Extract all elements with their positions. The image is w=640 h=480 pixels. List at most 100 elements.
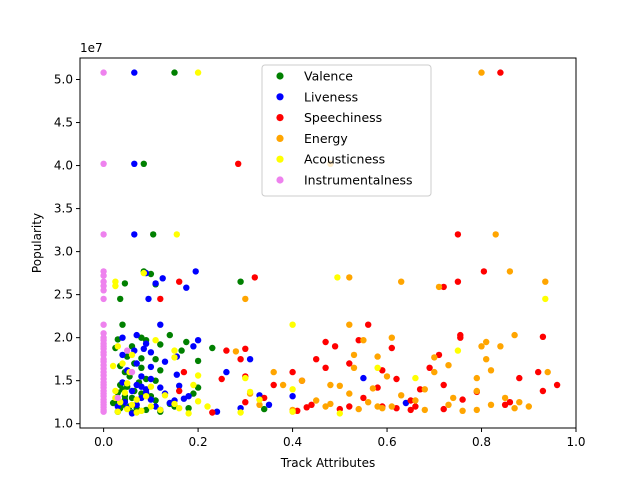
point-instrumentalness-2 — [100, 231, 107, 238]
point-liveness-56 — [138, 383, 145, 390]
y-tick-label: 3.5 — [54, 202, 73, 216]
point-liveness-22 — [147, 363, 155, 371]
point-energy-44 — [516, 399, 523, 406]
point-energy-2 — [492, 231, 499, 238]
point-speechiness-30 — [218, 375, 225, 383]
point-acousticness-7 — [289, 321, 296, 328]
point-instrumentalness-38 — [128, 368, 136, 376]
point-liveness-8 — [145, 295, 152, 303]
point-valence-50 — [194, 384, 202, 391]
point-acousticness-23 — [147, 383, 155, 390]
point-instrumentalness-10 — [100, 330, 107, 337]
point-valence-1 — [140, 160, 147, 167]
point-liveness-25 — [223, 368, 230, 376]
point-valence-27 — [157, 367, 164, 374]
point-liveness-57 — [289, 393, 296, 400]
point-energy-42 — [365, 399, 372, 406]
point-valence-15 — [157, 341, 164, 348]
point-energy-40 — [501, 394, 509, 402]
point-valence-10 — [166, 331, 173, 339]
point-energy-45 — [256, 401, 263, 408]
point-energy-7 — [435, 283, 443, 291]
point-instrumentalness-9 — [100, 321, 107, 328]
point-acousticness-24 — [289, 386, 296, 393]
legend-marker-acousticness — [276, 155, 284, 163]
x-tick-label: 0.8 — [472, 435, 491, 449]
point-liveness-12 — [119, 334, 126, 341]
point-liveness-10 — [133, 331, 140, 339]
point-speechiness-43 — [459, 396, 466, 403]
point-speechiness-59 — [412, 403, 419, 410]
point-liveness-26 — [173, 371, 180, 378]
point-acousticness-35 — [147, 403, 155, 410]
point-speechiness-38 — [416, 386, 424, 393]
series-acousticness — [109, 69, 549, 417]
point-energy-12 — [483, 338, 490, 346]
point-liveness-33 — [157, 384, 164, 391]
point-liveness-27 — [138, 373, 145, 380]
point-liveness-0 — [131, 69, 138, 76]
series-instrumentalness — [100, 69, 136, 415]
point-energy-14 — [497, 343, 504, 350]
y-tick-label: 4.5 — [54, 116, 73, 130]
point-acousticness-5 — [112, 282, 119, 290]
point-speechiness-0 — [497, 69, 504, 76]
point-liveness-5 — [159, 275, 166, 282]
point-liveness-55 — [180, 395, 188, 402]
point-energy-57 — [445, 401, 452, 408]
point-speechiness-5 — [176, 278, 183, 285]
point-acousticness-20 — [412, 374, 419, 382]
point-acousticness-21 — [124, 380, 131, 387]
points-layer — [100, 69, 561, 417]
point-liveness-9 — [157, 321, 164, 328]
point-acousticness-13 — [171, 347, 178, 354]
point-speechiness-1 — [235, 160, 242, 167]
point-speechiness-14 — [322, 338, 329, 346]
point-liveness-44 — [152, 403, 159, 410]
x-tick-label: 0.2 — [189, 435, 208, 449]
point-speechiness-18 — [223, 347, 230, 354]
point-valence-6 — [121, 280, 129, 287]
point-valence-0 — [171, 69, 178, 76]
point-speechiness-45 — [242, 399, 249, 406]
point-energy-16 — [232, 348, 240, 355]
point-speechiness-21 — [313, 356, 320, 363]
point-instrumentalness-37 — [124, 347, 131, 354]
point-energy-23 — [431, 368, 438, 376]
point-acousticness-19 — [242, 374, 249, 382]
legend-marker-valence — [276, 72, 284, 80]
point-acousticness-48 — [142, 393, 150, 400]
point-valence-11 — [138, 334, 145, 341]
point-energy-32 — [421, 386, 428, 393]
point-energy-54 — [511, 405, 518, 412]
point-speechiness-41 — [539, 387, 547, 395]
point-valence-49 — [185, 405, 192, 412]
point-liveness-37 — [185, 393, 192, 400]
y-tick-label: 1.0 — [54, 417, 73, 431]
point-speechiness-13 — [355, 337, 362, 344]
point-acousticness-36 — [204, 403, 211, 410]
point-liveness-13 — [142, 340, 150, 347]
legend-label-acousticness: Acousticness — [304, 152, 385, 167]
point-energy-53 — [459, 407, 466, 414]
point-energy-17 — [350, 351, 358, 359]
y-tick-label: 3.0 — [54, 245, 73, 259]
x-axis: 0.0 0.2 0.4 0.6 0.8 1.0 — [94, 428, 586, 449]
point-acousticness-25 — [121, 389, 129, 396]
point-energy-31 — [336, 382, 343, 389]
point-liveness-6 — [152, 280, 159, 287]
point-speechiness-46 — [308, 401, 315, 408]
point-acousticness-6 — [140, 269, 147, 277]
point-valence-9 — [119, 321, 126, 328]
point-speechiness-50 — [440, 405, 447, 413]
point-acousticness-46 — [336, 410, 343, 417]
point-acousticness-44 — [157, 406, 164, 414]
legend-label-instrumentalness: Instrumentalness — [304, 173, 413, 188]
legend-label-speechiness: Speechiness — [304, 110, 382, 125]
point-instrumentalness-7 — [100, 287, 107, 294]
point-energy-21 — [445, 362, 452, 369]
y-tick-label: 2.5 — [54, 288, 73, 302]
point-acousticness-10 — [454, 347, 462, 354]
point-liveness-35 — [128, 387, 136, 395]
point-valence-2 — [150, 231, 157, 238]
